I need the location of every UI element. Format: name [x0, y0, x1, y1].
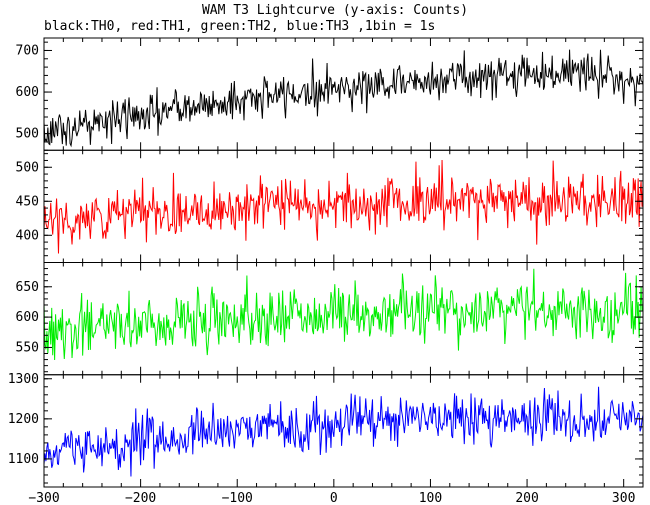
- panel-frame: [43, 374, 644, 488]
- y-tick-label: 1300: [8, 372, 39, 387]
- chart-title: WAM T3 Lightcurve (y-axis: Counts): [202, 3, 468, 18]
- x-tick-label: 100: [419, 491, 442, 505]
- panel-th1: 400 450 500: [16, 149, 644, 263]
- x-tick-label: 300: [612, 491, 635, 505]
- panel-th0: 500 600 700: [16, 37, 644, 151]
- x-tick-label: −300: [28, 491, 59, 505]
- y-tick-label: 650: [16, 280, 39, 295]
- series-line-th0: [44, 49, 643, 148]
- y-tick-label: 600: [16, 85, 39, 100]
- panel-th3: 1100 1200 1300: [8, 372, 644, 488]
- y-tick-label: 600: [16, 310, 39, 325]
- y-tick-label: 1100: [8, 452, 39, 467]
- panel-th2: 550 600 650: [16, 262, 644, 376]
- x-tick-label: −200: [125, 491, 156, 505]
- series-line-th1: [44, 159, 643, 254]
- y-tick-label: 450: [16, 194, 39, 209]
- y-tick-label: 500: [16, 160, 39, 175]
- y-tick-label: 550: [16, 340, 39, 355]
- x-tick-label: −100: [222, 491, 253, 505]
- y-tick-label: 400: [16, 228, 39, 243]
- series-line-th3: [44, 386, 643, 477]
- chart-subtitle: black:TH0, red:TH1, green:TH2, blue:TH3 …: [44, 19, 435, 34]
- y-tick-label: 1200: [8, 412, 39, 427]
- panel-frame: [43, 37, 644, 151]
- y-tick-label: 500: [16, 127, 39, 142]
- y-tick-label: 700: [16, 43, 39, 58]
- series-line-th2: [44, 268, 643, 361]
- x-axis: −300 −200 −100 0 100 200 300: [28, 491, 635, 505]
- x-tick-label: 200: [515, 491, 538, 505]
- x-tick-label: 0: [330, 491, 338, 505]
- panels-group: 500 600 700 400 450 500 550 600 650 1100 1200 1300: [8, 37, 644, 488]
